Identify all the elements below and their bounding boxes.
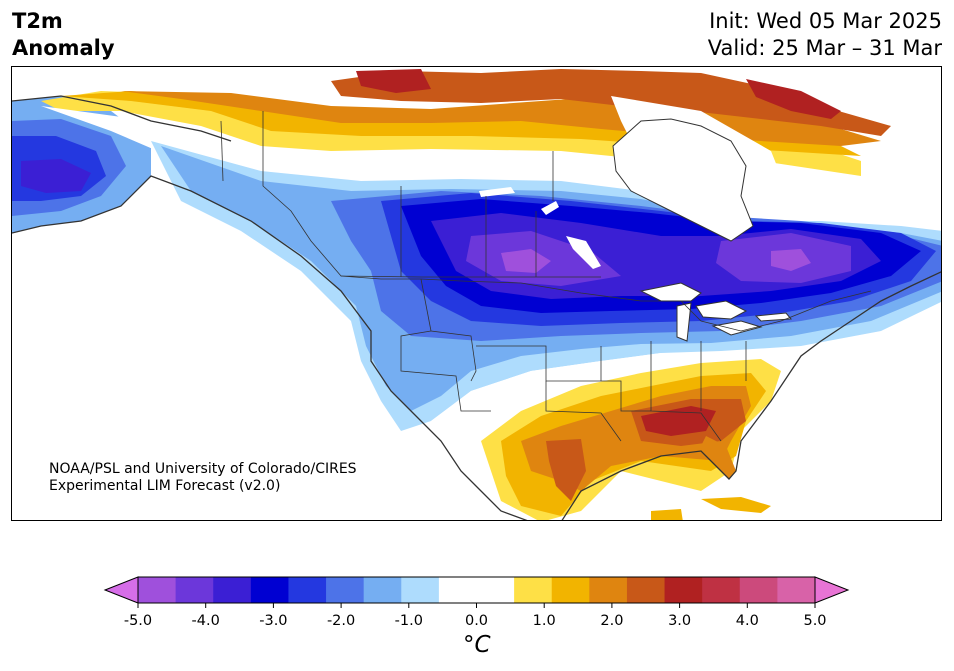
colorbar-swatch — [626, 577, 666, 603]
anomaly-map — [11, 66, 942, 521]
valid-range: Valid: 25 Mar – 31 Mar — [707, 36, 942, 60]
map-title: T2m Anomaly — [12, 8, 115, 62]
coastlines — [12, 95, 941, 520]
colorbar-tick-label: -5.0 — [123, 613, 153, 629]
colorbar-swatch — [777, 577, 816, 603]
colorbar-extend-high — [814, 576, 850, 604]
colorbar-graphic — [103, 576, 850, 608]
map-graphic — [12, 67, 941, 520]
colorbar-swatch — [514, 577, 553, 603]
colorbar-swatch — [288, 577, 327, 603]
colorbar-swatch — [739, 577, 778, 603]
colorbar-tick-label: -4.0 — [191, 613, 220, 629]
forecast-dates: Init: Wed 05 Mar 2025 Valid: 25 Mar – 31… — [708, 8, 942, 62]
colorbar-swatch — [363, 577, 402, 603]
colorbar-swatch — [702, 577, 741, 603]
colorbar-units: °C — [463, 632, 491, 658]
colorbar-swatch — [664, 577, 703, 603]
florida-warm — [701, 436, 736, 479]
colorbar-swatch — [326, 577, 365, 603]
title-variable-subtitle: Anomaly — [12, 36, 115, 60]
credit-line-2: Experimental LIM Forecast (v2.0) — [49, 478, 281, 494]
colorbar-tick-label: -2.0 — [326, 613, 356, 629]
colorbar-tick-label: 4.0 — [735, 613, 759, 629]
lake-winnipeg — [566, 236, 601, 269]
hudson-bay — [612, 118, 754, 242]
colorbar-tick-label: -1.0 — [394, 613, 423, 629]
colorbar-tick-label: 0.0 — [464, 613, 489, 629]
colorbar-swatch — [438, 577, 477, 603]
lake-athabasca — [541, 201, 559, 215]
yucatan-warm — [651, 509, 683, 520]
colorbar-swatch — [476, 577, 515, 603]
credit-line-1: NOAA/PSL and University of Colorado/CIRE… — [49, 461, 357, 477]
colorbar-swatch — [401, 577, 440, 603]
prairies-cold-core — [501, 249, 551, 273]
alaska-anomaly-core — [21, 159, 91, 193]
init-date: Init: Wed 05 Mar 2025 — [709, 9, 942, 33]
quebec-cold-core — [771, 249, 811, 271]
political-borders — [220, 111, 872, 442]
colorbar-tick-label: -3.0 — [259, 613, 288, 629]
colorbar-tick-label: 5.0 — [803, 613, 827, 629]
colorbar-swatch — [175, 577, 214, 603]
colorbar-tick-label: 2.0 — [600, 613, 624, 629]
colorbar-swatch — [213, 577, 252, 603]
colorbar: -5.0 -4.0 -3.0 -2.0 -1.0 0.0 1.0 2.0 3.0 4.0 5.0 °… — [0, 570, 954, 671]
colorbar-swatch — [138, 577, 177, 603]
colorbar-extend-low — [103, 576, 139, 604]
colorbar-swatch — [250, 577, 289, 603]
cuba-warm — [701, 497, 771, 513]
title-variable: T2m — [12, 9, 63, 33]
credit-text: NOAA/PSL and University of Colorado/CIRE… — [49, 461, 357, 495]
colorbar-swatch — [589, 577, 628, 603]
arctic-warm-red — [356, 69, 431, 93]
greenland-warm-red — [746, 79, 841, 119]
colorbar-tick-label: 1.0 — [532, 613, 556, 629]
texas-warm-rust — [546, 439, 586, 501]
colorbar-tick-label: 3.0 — [668, 613, 692, 629]
great-slave-lake — [479, 187, 515, 197]
colorbar-swatch — [551, 577, 590, 603]
southeast-warm-red — [641, 406, 716, 436]
great-lakes — [639, 282, 793, 342]
